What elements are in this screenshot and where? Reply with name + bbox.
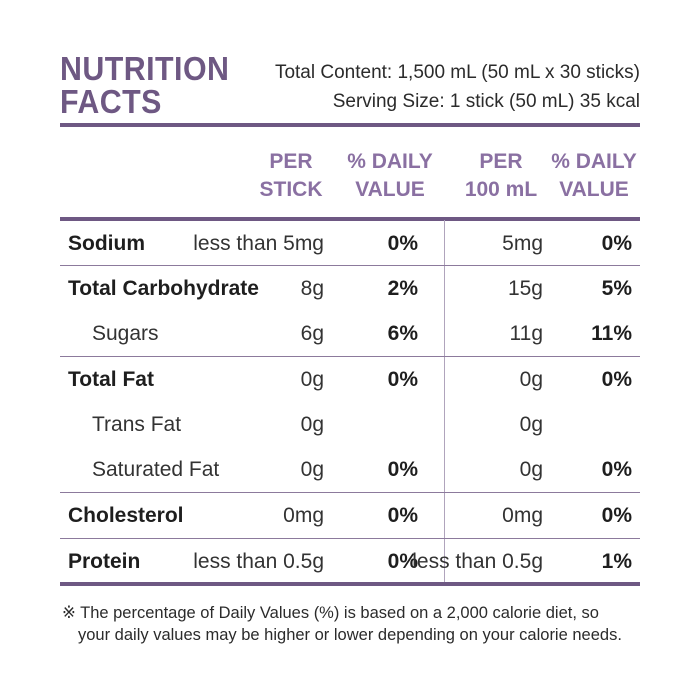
daily-value-per-100ml: 0% [601, 368, 632, 391]
daily-value-per-stick: 0% [387, 458, 418, 481]
column-header-daily-value-100ml: % DAILY VALUE [538, 148, 650, 204]
nutrient-row-sodium: Sodium less than 5mg 0% 5mg 0% [60, 221, 640, 266]
header-divider [60, 123, 640, 127]
column-header-line: VALUE [355, 178, 425, 201]
row-divider [60, 492, 640, 493]
nutrient-row-saturated-fat: Saturated Fat 0g 0% 0g 0% [60, 447, 640, 492]
total-content: Total Content: 1,500 mL (50 mL x 30 stic… [274, 62, 640, 83]
daily-value-per-100ml: 1% [601, 550, 632, 573]
nutrient-name: Sugars [92, 322, 159, 345]
nutrient-name: Protein [68, 550, 141, 573]
daily-value-per-100ml: 11% [591, 322, 632, 345]
title-line-1: NUTRITION [60, 50, 230, 87]
nutrient-name: Cholesterol [68, 504, 184, 527]
serving-info: Total Content: 1,500 mL (50 mL x 30 stic… [275, 58, 640, 116]
amount-per-stick: 6g [300, 322, 324, 345]
amount-per-100ml: 0mg [502, 504, 543, 527]
nutrient-row-total-carbohydrate: Total Carbohydrate 8g 2% 15g 5% [60, 266, 640, 311]
daily-value-per-stick: 6% [387, 322, 418, 345]
column-header-line: % DAILY [551, 150, 637, 173]
daily-value-per-stick: 0% [387, 504, 418, 527]
column-header-line: PER [479, 150, 523, 173]
page-title: NUTRITION FACTS [60, 52, 229, 118]
daily-value-per-stick: 0% [387, 550, 418, 573]
amount-per-stick: 0g [300, 458, 324, 481]
amount-per-stick: less than 5mg [193, 232, 324, 255]
amount-per-stick: 0mg [283, 504, 324, 527]
title-line-2: FACTS [60, 83, 162, 120]
daily-value-per-stick: 0% [387, 368, 418, 391]
amount-per-100ml: 5mg [502, 232, 543, 255]
column-group-divider [444, 220, 445, 584]
serving-size: Serving Size: 1 stick (50 mL) 35 kcal [332, 91, 640, 112]
nutrient-row-total-fat: Total Fat 0g 0% 0g 0% [60, 357, 640, 402]
column-header-daily-value-stick: % DAILY VALUE [334, 148, 446, 204]
row-divider [60, 538, 640, 539]
nutrient-name: Trans Fat [92, 413, 182, 436]
daily-value-per-100ml: 0% [601, 458, 632, 481]
column-header-line: PER [269, 150, 313, 173]
nutrient-name: Sodium [68, 232, 145, 255]
amount-per-stick: 0g [300, 368, 324, 391]
nutrient-row-sugars: Sugars 6g 6% 11g 11% [60, 311, 640, 356]
row-divider [60, 356, 640, 357]
nutrient-name: Total Fat [68, 368, 154, 391]
column-header-line: VALUE [559, 178, 629, 201]
daily-value-per-100ml: 5% [601, 277, 632, 300]
column-header-divider [60, 217, 640, 221]
daily-value-per-100ml: 0% [601, 504, 632, 527]
column-header-per-100ml: PER 100 mL [450, 148, 552, 204]
nutrient-row-protein: Protein less than 0.5g 0% less than 0.5g… [60, 539, 640, 584]
amount-per-100ml: 11g [509, 322, 543, 345]
amount-per-100ml: 0g [519, 458, 543, 481]
column-header-line: 100 mL [464, 178, 538, 201]
column-header-per-stick: PER STICK [240, 148, 342, 204]
amount-per-stick: 0g [300, 413, 324, 436]
nutrient-name: Saturated Fat [92, 458, 220, 481]
amount-per-100ml: 0g [519, 368, 543, 391]
nutrient-row-trans-fat: Trans Fat 0g 0g [60, 402, 640, 447]
row-divider [60, 265, 640, 266]
amount-per-100ml: 0g [519, 413, 543, 436]
table-bottom-divider [60, 582, 640, 586]
amount-per-stick: 8g [300, 277, 324, 300]
daily-value-per-stick: 2% [387, 277, 418, 300]
footnote-line-2: your daily values may be higher or lower… [78, 626, 622, 644]
nutrient-name: Total Carbohydrate [68, 277, 259, 300]
amount-per-stick: less than 0.5g [193, 550, 324, 573]
column-header-line: % DAILY [347, 150, 433, 173]
column-header-line: STICK [259, 178, 323, 201]
amount-per-100ml: less than 0.5g [412, 550, 543, 573]
footnote: ※ The percentage of Daily Values (%) is … [62, 602, 652, 646]
nutrient-row-cholesterol: Cholesterol 0mg 0% 0mg 0% [60, 493, 640, 538]
daily-value-per-stick: 0% [387, 232, 418, 255]
daily-value-per-100ml: 0% [601, 232, 632, 255]
footnote-line-1: ※ The percentage of Daily Values (%) is … [62, 604, 599, 622]
amount-per-100ml: 15g [507, 277, 543, 300]
